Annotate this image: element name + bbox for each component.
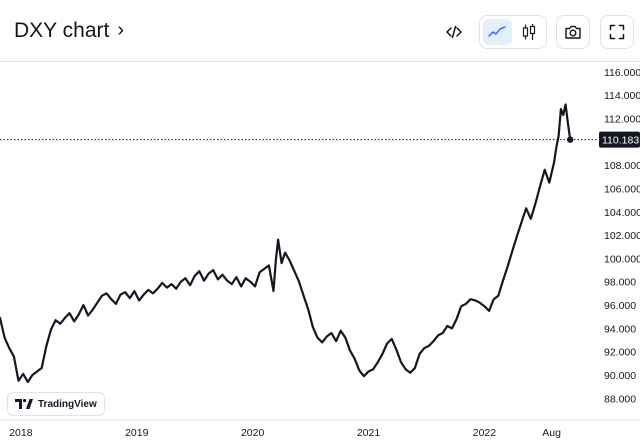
x-tick-label: 2021 (357, 427, 381, 439)
chart-title: DXY chart (14, 19, 110, 42)
chart-header: DXY chart › (0, 0, 640, 62)
y-tick-label: 116.000 (604, 67, 640, 79)
fullscreen-button[interactable] (600, 15, 634, 49)
y-tick-label: 108.000 (604, 160, 640, 172)
chart-title-link[interactable]: DXY chart › (14, 19, 124, 43)
y-tick-label: 104.000 (604, 207, 640, 219)
x-tick-label: 2018 (9, 427, 33, 439)
last-price-badge (599, 131, 640, 148)
code-icon (446, 25, 462, 39)
price-series-line (0, 103, 572, 384)
y-tick-label: 88.000 (604, 393, 636, 405)
y-tick-label: 90.000 (604, 370, 636, 382)
tradingview-watermark[interactable]: TradingView (7, 392, 105, 416)
y-tick-label: 96.000 (604, 300, 636, 312)
y-tick-label: 112.000 (604, 113, 640, 125)
chart-style-toggle (479, 15, 547, 49)
candle-style-button[interactable] (515, 19, 544, 45)
chevron-right-icon: › (117, 18, 124, 41)
y-tick-label: 92.000 (604, 347, 636, 359)
y-tick-label: 100.000 (604, 253, 640, 265)
tradingview-logo-icon (15, 399, 33, 409)
line-chart-icon (488, 26, 506, 37)
y-tick-label: 94.000 (604, 323, 636, 335)
fullscreen-icon (609, 24, 625, 40)
snapshot-button[interactable] (556, 15, 590, 49)
y-tick-label: 102.000 (604, 230, 640, 242)
last-point-dot (566, 136, 574, 143)
x-tick-label: Aug (542, 427, 561, 439)
x-tick-label: 2020 (241, 427, 265, 439)
candlestick-icon (522, 24, 535, 40)
x-tick-label: 2019 (125, 427, 149, 439)
last-price-label: 110.183 (602, 135, 639, 147)
watermark-text: TradingView (38, 398, 97, 410)
embed-button[interactable] (437, 15, 471, 49)
y-tick-label: 98.000 (604, 277, 636, 289)
dxy-line-chart[interactable]: 116.000114.000112.000110.000108.000106.0… (0, 62, 640, 447)
y-tick-label: 106.000 (604, 183, 640, 195)
camera-icon (565, 25, 581, 39)
line-style-button[interactable] (483, 19, 512, 45)
x-tick-label: 2022 (473, 427, 497, 439)
y-tick-label: 114.000 (604, 90, 640, 102)
